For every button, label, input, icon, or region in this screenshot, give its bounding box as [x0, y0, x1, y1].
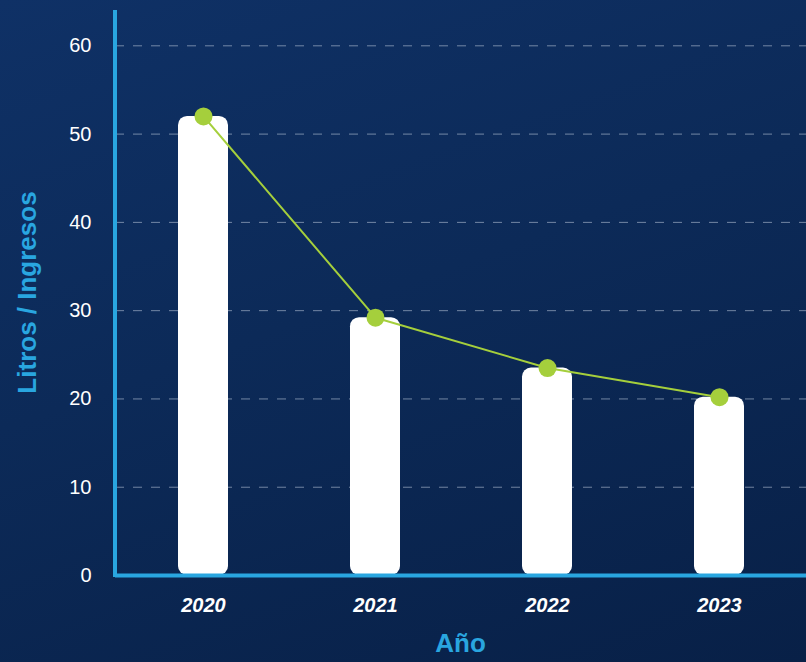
svg-text:40: 40: [69, 211, 91, 233]
svg-text:Año: Año: [435, 628, 486, 658]
svg-text:2020: 2020: [180, 594, 226, 616]
svg-text:30: 30: [69, 299, 91, 321]
svg-text:60: 60: [69, 34, 91, 56]
svg-text:2021: 2021: [352, 594, 398, 616]
svg-text:Litros / Ingresos: Litros / Ingresos: [12, 191, 42, 393]
svg-text:2022: 2022: [524, 594, 570, 616]
svg-text:0: 0: [80, 564, 91, 586]
svg-text:10: 10: [69, 476, 91, 498]
svg-text:20: 20: [69, 387, 91, 409]
svg-text:2023: 2023: [696, 594, 742, 616]
svg-text:50: 50: [69, 122, 91, 144]
